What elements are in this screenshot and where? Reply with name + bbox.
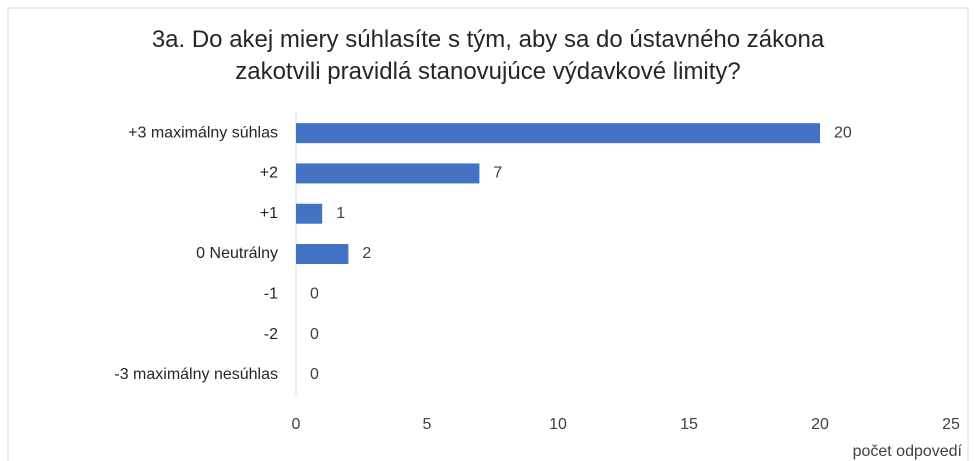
x-tick-label: 5 — [423, 416, 432, 433]
bar — [296, 123, 820, 144]
y-tick-label: -1 — [264, 286, 278, 303]
data-label: 7 — [493, 165, 502, 182]
chart-title: 3a. Do akej miery súhlasíte s tým, aby s… — [151, 26, 825, 85]
y-tick-label: -2 — [264, 326, 278, 343]
chart-frame — [7, 7, 969, 461]
x-tick-label: 20 — [811, 416, 829, 433]
bar — [296, 203, 323, 224]
data-label: 0 — [310, 366, 319, 383]
data-label: 1 — [336, 205, 345, 222]
data-label: 20 — [834, 124, 852, 141]
data-label: 0 — [310, 326, 319, 343]
x-tick-label: 25 — [942, 416, 960, 433]
y-tick-label: +2 — [260, 165, 278, 182]
y-tick-label: 0 Neutrálny — [196, 245, 278, 262]
data-label: 0 — [310, 286, 319, 303]
x-tick-label: 15 — [680, 416, 698, 433]
x-tick-label: 0 — [292, 416, 301, 433]
x-axis-label: počet odpovedí — [853, 443, 963, 460]
y-tick-label: +3 maximálny súhlas — [128, 124, 278, 141]
bar — [296, 244, 349, 264]
y-tick-label: -3 maximálny nesúhlas — [114, 366, 278, 383]
data-label: 2 — [362, 245, 371, 262]
bar — [296, 163, 480, 184]
x-tick-label: 10 — [549, 416, 567, 433]
y-tick-label: +1 — [260, 205, 278, 222]
